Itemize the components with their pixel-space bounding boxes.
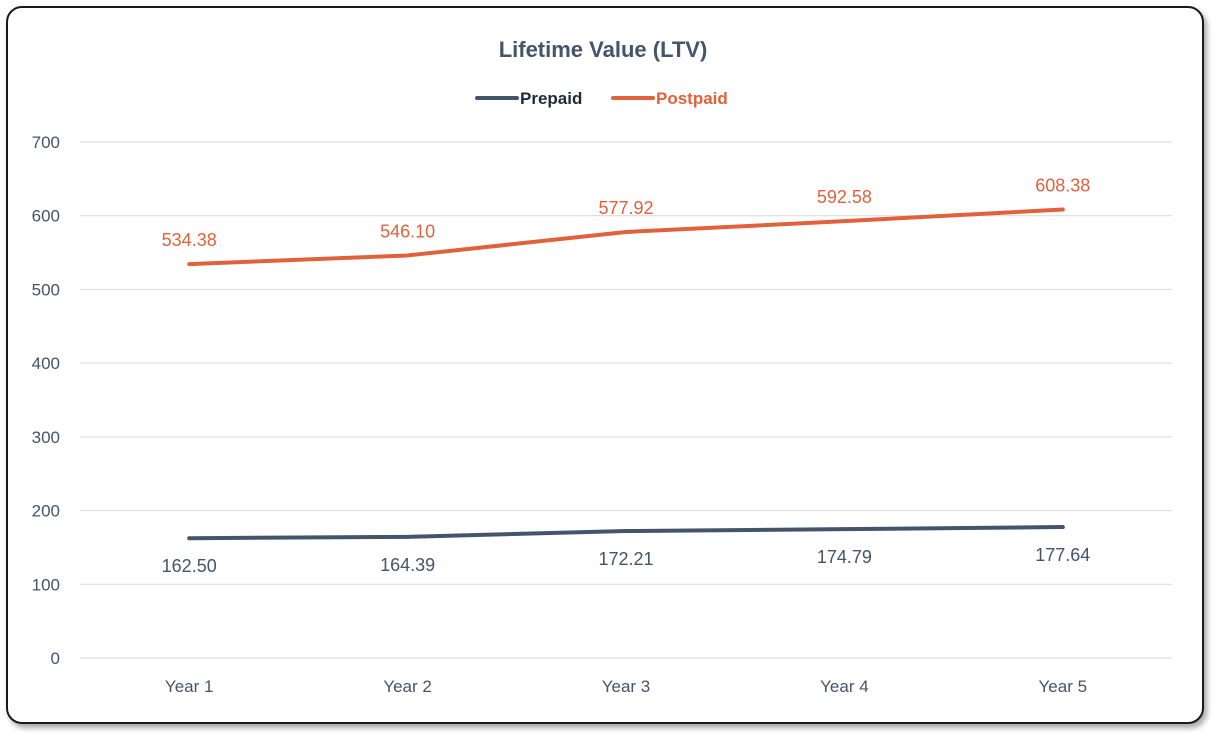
y-axis-ticks: 0 100 200 300 400 500 600 700	[32, 133, 60, 668]
legend-label-prepaid: Prepaid	[520, 89, 582, 108]
x-tick-label-4: Year 4	[820, 677, 869, 696]
legend-label-postpaid: Postpaid	[656, 89, 728, 108]
series-line-postpaid	[187, 207, 1065, 267]
data-label-prepaid-2: 164.39	[380, 555, 435, 575]
data-label-postpaid-2: 546.10	[380, 221, 435, 241]
y-tick-label-700: 700	[32, 133, 60, 152]
y-tick-label-600: 600	[32, 207, 60, 226]
x-tick-label-3: Year 3	[602, 677, 651, 696]
y-tick-label-300: 300	[32, 428, 60, 447]
data-label-postpaid-4: 592.58	[817, 187, 872, 207]
series-line-prepaid	[187, 525, 1065, 541]
legend-item-postpaid: Postpaid	[611, 89, 728, 108]
y-tick-label-500: 500	[32, 280, 60, 299]
data-label-prepaid-4: 174.79	[817, 547, 872, 567]
y-tick-label-200: 200	[32, 502, 60, 521]
data-label-postpaid-3: 577.92	[598, 198, 653, 218]
x-tick-label-5: Year 5	[1039, 677, 1088, 696]
data-label-postpaid-1: 534.38	[162, 230, 217, 250]
chart-frame	[6, 6, 1204, 724]
data-label-prepaid-1: 162.50	[162, 556, 217, 576]
data-label-prepaid-3: 172.21	[598, 549, 653, 569]
data-label-postpaid-5: 608.38	[1035, 176, 1090, 196]
legend: Prepaid Postpaid	[475, 89, 728, 108]
x-tick-label-1: Year 1	[165, 677, 214, 696]
data-label-prepaid-5: 177.64	[1035, 545, 1090, 565]
y-tick-label-100: 100	[32, 575, 60, 594]
data-labels: 162.50 164.39 172.21 174.79 177.64 534.38 546.…	[162, 176, 1091, 577]
gridlines	[80, 141, 1172, 659]
y-tick-label-0: 0	[51, 649, 60, 668]
y-tick-label-400: 400	[32, 354, 60, 373]
legend-item-prepaid: Prepaid	[475, 89, 582, 108]
x-axis-ticks: Year 1 Year 2 Year 3 Year 4 Year 5	[165, 677, 1087, 696]
chart-title: Lifetime Value (LTV)	[499, 37, 708, 62]
series-lines	[187, 207, 1065, 541]
x-tick-label-2: Year 2	[383, 677, 432, 696]
